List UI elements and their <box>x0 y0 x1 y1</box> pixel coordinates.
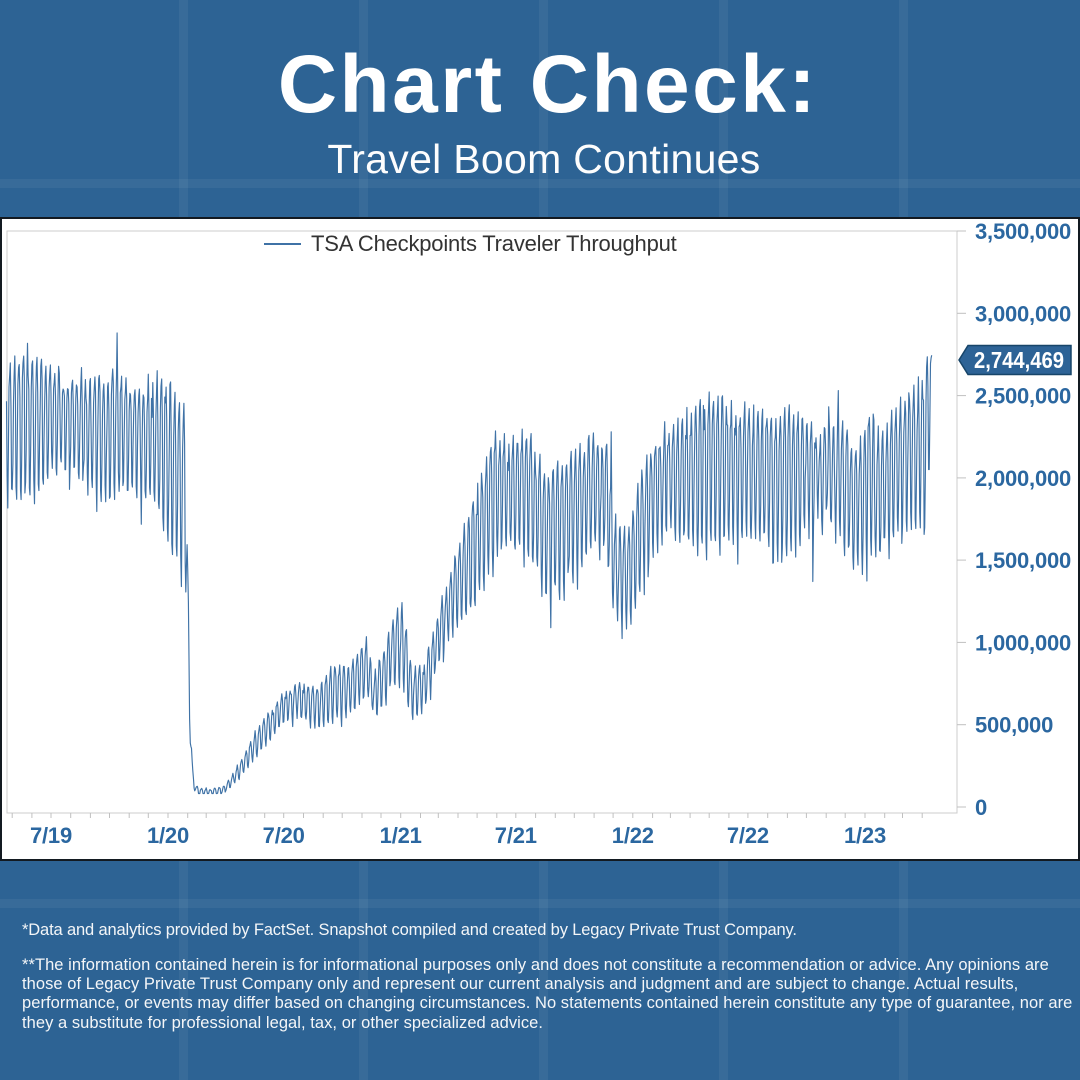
svg-text:0: 0 <box>975 795 987 820</box>
svg-text:7/20: 7/20 <box>263 823 305 848</box>
svg-text:3,000,000: 3,000,000 <box>975 301 1071 326</box>
svg-text:1/20: 1/20 <box>147 823 189 848</box>
svg-text:TSA Checkpoints Traveler Throu: TSA Checkpoints Traveler Throughput <box>311 231 677 256</box>
svg-text:7/19: 7/19 <box>30 823 72 848</box>
svg-text:3,500,000: 3,500,000 <box>975 219 1071 244</box>
svg-text:1/22: 1/22 <box>612 823 654 848</box>
svg-text:7/22: 7/22 <box>727 823 769 848</box>
svg-text:2,000,000: 2,000,000 <box>975 466 1071 491</box>
svg-text:2,744,469: 2,744,469 <box>974 347 1064 373</box>
svg-text:2,500,000: 2,500,000 <box>975 384 1071 409</box>
svg-text:500,000: 500,000 <box>975 713 1053 738</box>
svg-text:1/21: 1/21 <box>380 823 422 848</box>
svg-text:1,500,000: 1,500,000 <box>975 548 1071 573</box>
svg-text:1/23: 1/23 <box>844 823 886 848</box>
svg-text:1,000,000: 1,000,000 <box>975 630 1071 655</box>
svg-text:7/21: 7/21 <box>495 823 537 848</box>
